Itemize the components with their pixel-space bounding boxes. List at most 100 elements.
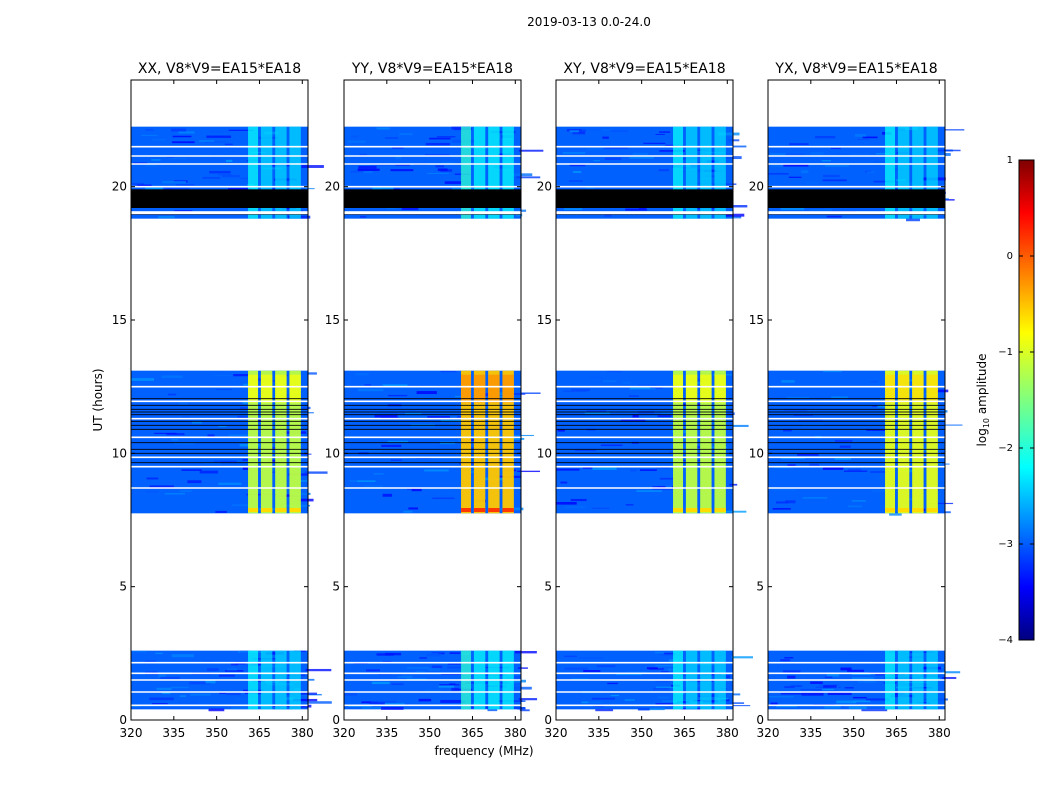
noise-speckle (719, 702, 745, 704)
noise-speckle (358, 165, 377, 169)
noise-speckle (364, 383, 372, 387)
noise-speckle (632, 414, 639, 418)
noise-speckle (587, 147, 602, 151)
noise-speckle (191, 421, 203, 424)
noise-speckle (170, 686, 189, 689)
noise-speckle (298, 498, 314, 502)
noise-speckle (785, 500, 796, 504)
noise-speckle (784, 408, 808, 412)
noise-speckle (435, 445, 448, 447)
noise-speckle (942, 671, 961, 674)
noise-speckle (892, 168, 902, 172)
noise-speckle (827, 692, 852, 696)
noise-speckle (589, 376, 603, 379)
noise-speckle (145, 164, 158, 167)
colorbar-gradient (1018, 159, 1035, 641)
noise-speckle (304, 188, 315, 190)
noise-speckle (826, 673, 840, 677)
noise-speckle (217, 174, 232, 176)
noise-speckle (731, 424, 749, 427)
noise-speckle (415, 670, 425, 673)
noise-speckle (205, 680, 216, 684)
noise-speckle (373, 473, 384, 475)
colorbar-label-log: log (975, 428, 989, 446)
colorbar-tick-label: −1 (998, 347, 1013, 358)
noise-speckle (604, 214, 612, 217)
noise-speckle (721, 205, 748, 208)
rfi-channel-band (488, 126, 500, 219)
x-tick-label: 335 (799, 726, 822, 740)
noise-speckle (607, 682, 618, 685)
noise-speckle (427, 668, 440, 671)
noise-speckle (630, 469, 637, 472)
x-tick-label: 350 (205, 726, 228, 740)
rfi-edge-row (473, 508, 486, 512)
noise-speckle (788, 176, 802, 178)
rfi-peak-region (673, 374, 684, 403)
noise-speckle (440, 699, 466, 703)
rfi-peak-region (488, 374, 500, 403)
noise-speckle (780, 457, 806, 460)
rfi-channel-band (885, 370, 896, 514)
rfi-edge-row (700, 508, 712, 512)
noise-speckle (372, 187, 394, 190)
noise-speckle (769, 152, 788, 156)
flagged-row (556, 189, 733, 208)
noise-speckle (179, 402, 189, 405)
flagged-row (768, 189, 945, 208)
figure-suptitle: 2019-03-13 0.0-24.0 (527, 15, 651, 29)
noise-speckle (228, 434, 248, 436)
noise-speckle (449, 652, 461, 654)
rfi-channel-band (473, 370, 486, 514)
noise-speckle (344, 693, 358, 696)
noise-speckle (240, 177, 249, 180)
noise-speckle (219, 692, 226, 694)
noise-speckle (137, 184, 152, 187)
noise-speckle (370, 700, 397, 703)
noise-speckle (304, 471, 328, 474)
y-tick-label: 0 (119, 713, 127, 727)
noise-speckle (359, 215, 367, 218)
rfi-peak-region (714, 374, 726, 403)
noise-speckle (727, 215, 742, 219)
y-tick-label: 5 (756, 580, 764, 594)
colorbar-tick-label: 0 (1007, 251, 1013, 262)
noise-speckle (809, 463, 820, 467)
noise-speckle (728, 139, 740, 142)
noise-speckle (234, 665, 248, 668)
noise-speckle (581, 129, 601, 131)
noise-speckle (242, 467, 252, 470)
noise-speckle (731, 705, 751, 707)
noise-speckle (601, 129, 613, 132)
noise-speckle (427, 172, 449, 174)
noise-speckle (176, 184, 195, 186)
noise-speckle (232, 504, 251, 506)
noise-speckle (469, 470, 477, 474)
noise-speckle (620, 418, 646, 422)
noise-speckle (563, 208, 583, 210)
noise-speckle (797, 454, 819, 456)
noise-speckle (659, 131, 671, 133)
noise-speckle (190, 693, 211, 696)
noise-speckle (512, 173, 533, 177)
noise-speckle (836, 700, 857, 704)
noise-speckle (934, 149, 953, 152)
noise-speckle (689, 378, 708, 382)
noise-speckle (376, 127, 390, 130)
noise-speckle (364, 485, 384, 489)
noise-speckle (805, 181, 820, 185)
noise-speckle (357, 480, 376, 482)
rfi-channel-band (714, 370, 726, 514)
noise-speckle (503, 393, 526, 395)
noise-speckle (199, 470, 218, 474)
noise-speckle (429, 137, 451, 140)
noise-speckle (162, 180, 186, 184)
x-tick-label: 365 (885, 726, 908, 740)
rfi-edge-row (461, 508, 472, 512)
noise-speckle (819, 684, 839, 687)
x-tick-label: 320 (120, 726, 143, 740)
noise-speckle (145, 187, 163, 191)
rfi-channel-band (912, 126, 924, 219)
noise-speckle (560, 481, 568, 484)
noise-speckle (870, 471, 890, 473)
